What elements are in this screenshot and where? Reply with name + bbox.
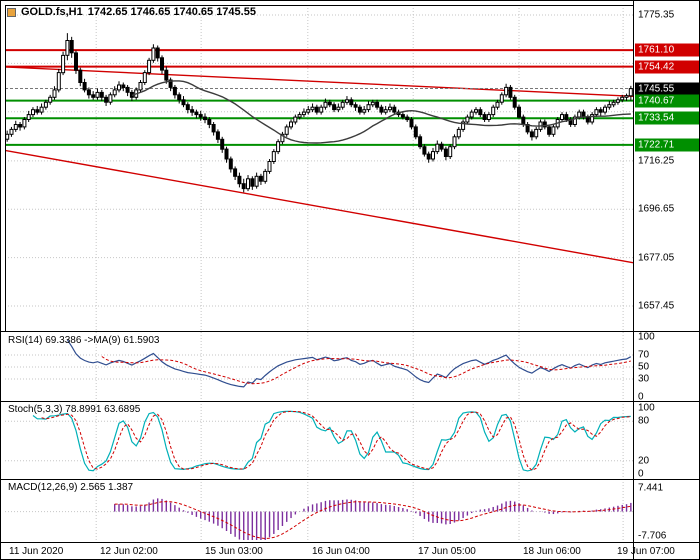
rsi-scale-tick: 70 (638, 349, 650, 361)
rsi-scale-tick: 30 (638, 373, 650, 385)
macd-scale-tick: -7.706 (638, 530, 667, 542)
grid-layer (5, 5, 633, 542)
support-price-label: 1740.67 (635, 94, 699, 108)
price-tick: 1677.05 (638, 252, 675, 264)
resistance-price-label: 1754.42 (635, 60, 699, 74)
time-axis-label: 11 Jun 2020 (9, 546, 64, 557)
rsi-scale-tick: 0 (638, 391, 644, 403)
current-price-label: 1745.55 (635, 82, 699, 96)
stoch-scale-tick: 0 (638, 468, 644, 480)
stoch-scale-tick: 20 (638, 455, 650, 467)
price-tick: 1716.25 (638, 155, 675, 167)
support-price-label: 1722.71 (635, 138, 699, 152)
rsi-layer (66, 339, 632, 388)
macd-layer (113, 498, 632, 540)
chart-icon (7, 7, 16, 17)
chart-title: GOLD.fs,H1 1742.65 1746.65 1740.65 1745.… (7, 6, 256, 18)
rsi-scale-tick: 100 (638, 331, 655, 343)
price-tick: 1775.35 (638, 9, 675, 21)
macd-indicator-label: MACD(12,26,9) 2.565 1.387 (8, 482, 134, 493)
stoch-scale-tick: 100 (638, 402, 655, 414)
resistance-price-label: 1761.10 (635, 43, 699, 57)
time-axis-label: 16 Jun 04:00 (312, 546, 370, 557)
ma-line (131, 80, 631, 144)
stoch-layer (32, 410, 631, 472)
price-tick: 1696.65 (638, 203, 675, 215)
time-axis-label: 17 Jun 05:00 (418, 546, 476, 557)
price-tick: 1657.45 (638, 300, 675, 312)
time-axis-label: 15 Jun 03:00 (205, 546, 263, 557)
stoch-scale-tick: 80 (638, 415, 650, 427)
rsi-scale-tick: 50 (638, 361, 650, 373)
rsi-indicator-label: RSI(14) 69.3386 ->MA(9) 61.5903 (8, 335, 160, 346)
levels-layer (5, 49, 633, 264)
stoch-indicator-label: Stoch(5,3,3) 78.8991 63.6895 (8, 404, 141, 415)
time-axis-label: 18 Jun 06:00 (523, 546, 581, 557)
support-price-label: 1733.54 (635, 111, 699, 125)
time-axis-label: 19 Jun 07:00 (617, 546, 675, 557)
macd-scale-tick: 7.441 (638, 482, 664, 494)
symbol-timeframe: GOLD.fs,H1 (21, 6, 83, 18)
candlestick-layer (5, 33, 633, 193)
ohlc-values: 1742.65 1746.65 1740.65 1745.55 (87, 6, 256, 18)
time-axis-label: 12 Jun 02:00 (100, 546, 158, 557)
